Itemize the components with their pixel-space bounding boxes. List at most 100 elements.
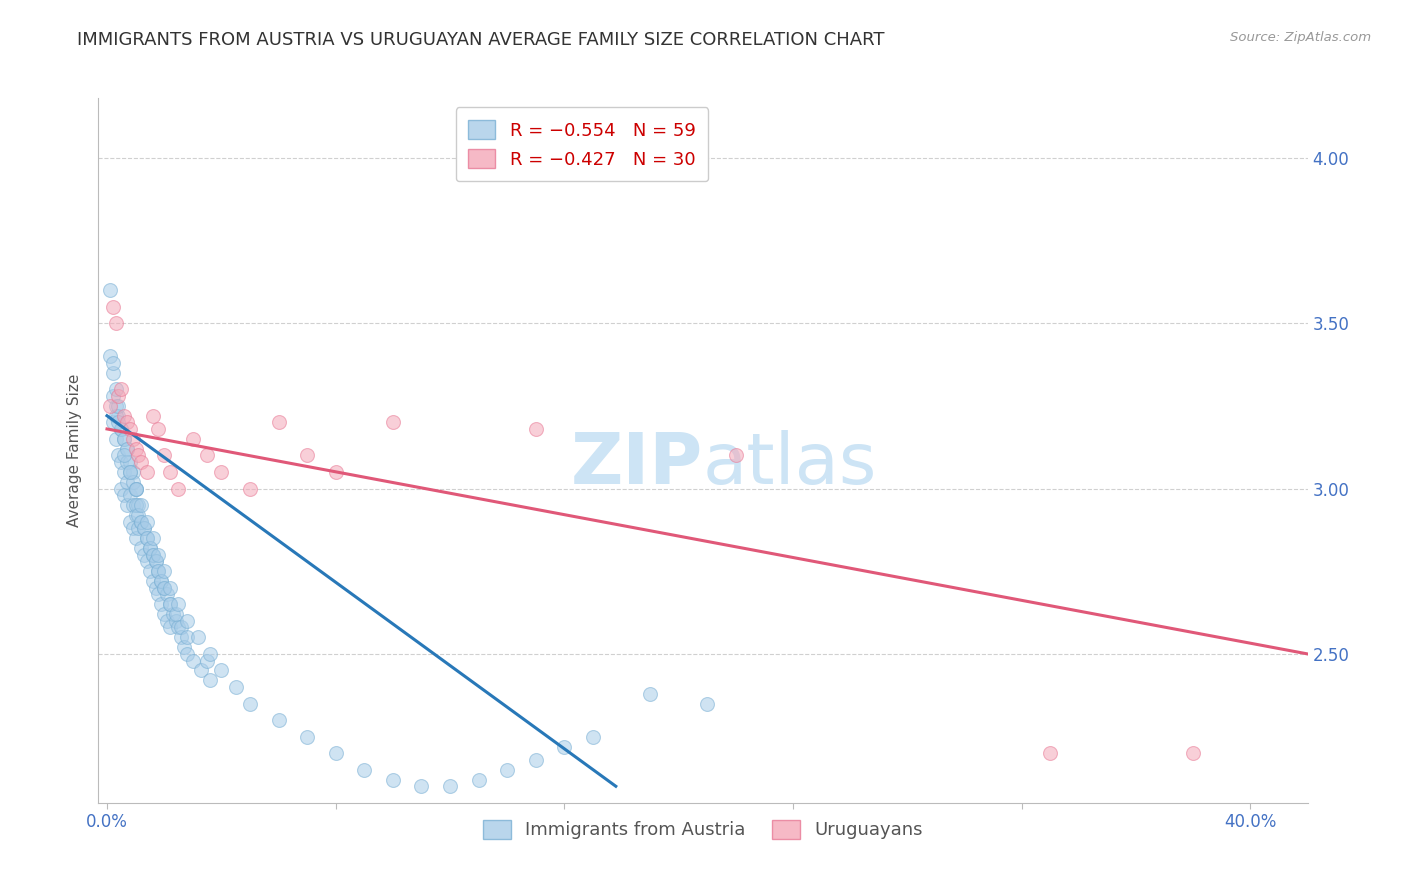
Text: ZIP: ZIP [571,430,703,499]
Point [101,389,124,403]
Point [176,647,198,661]
Point [124,531,146,545]
Point [139,541,162,555]
Point [124,482,146,496]
Point [553,739,575,754]
Point [195,654,218,668]
Point [104,382,127,396]
Point [239,482,262,496]
Point [170,631,193,645]
Point [148,422,170,436]
Point [98,349,121,363]
Point [110,382,132,396]
Point [104,409,127,423]
Point [190,664,212,678]
Point [142,531,165,545]
Point [115,415,138,429]
Point [115,475,138,489]
Point [136,531,159,545]
Point [112,449,135,463]
Point [148,564,170,578]
Point [153,581,176,595]
Point [129,515,152,529]
Point [198,673,221,688]
Point [325,465,347,479]
Point [98,399,121,413]
Point [353,763,375,777]
Point [198,647,221,661]
Point [145,554,167,568]
Point [524,753,547,767]
Point [150,597,173,611]
Point [136,531,159,545]
Point [107,449,129,463]
Point [118,515,141,529]
Point [159,465,181,479]
Point [124,498,146,512]
Point [139,564,162,578]
Point [101,300,124,314]
Point [148,587,170,601]
Point [156,614,179,628]
Point [209,664,232,678]
Text: Source: ZipAtlas.com: Source: ZipAtlas.com [1230,31,1371,45]
Point [187,631,209,645]
Point [136,554,159,568]
Point [167,482,190,496]
Point [148,548,170,562]
Point [176,631,198,645]
Point [107,415,129,429]
Point [121,475,143,489]
Point [107,389,129,403]
Y-axis label: Average Family Size: Average Family Size [67,374,83,527]
Point [110,455,132,469]
Point [181,654,204,668]
Point [121,498,143,512]
Point [112,432,135,446]
Point [129,498,152,512]
Point [115,498,138,512]
Point [110,482,132,496]
Point [118,422,141,436]
Point [167,620,190,634]
Point [124,482,146,496]
Point [134,521,156,535]
Point [225,680,247,694]
Point [176,614,198,628]
Point [295,730,318,744]
Point [411,779,433,793]
Point [159,597,181,611]
Point [136,465,159,479]
Point [134,548,156,562]
Point [150,574,173,589]
Point [381,415,404,429]
Point [136,515,159,529]
Point [156,587,179,601]
Point [209,465,232,479]
Point [115,442,138,456]
Point [165,614,187,628]
Point [110,422,132,436]
Point [153,607,176,622]
Point [118,455,141,469]
Point [104,399,127,413]
Point [165,607,187,622]
Point [439,779,461,793]
Point [107,409,129,423]
Point [325,746,347,760]
Text: IMMIGRANTS FROM AUSTRIA VS URUGUAYAN AVERAGE FAMILY SIZE CORRELATION CHART: IMMIGRANTS FROM AUSTRIA VS URUGUAYAN AVE… [77,31,884,49]
Point [115,442,138,456]
Point [127,521,149,535]
Point [142,548,165,562]
Point [115,455,138,469]
Text: atlas: atlas [703,430,877,499]
Point [124,482,146,496]
Point [127,498,149,512]
Point [195,449,218,463]
Point [101,415,124,429]
Point [524,422,547,436]
Point [142,409,165,423]
Point [112,409,135,423]
Point [129,541,152,555]
Point [153,449,176,463]
